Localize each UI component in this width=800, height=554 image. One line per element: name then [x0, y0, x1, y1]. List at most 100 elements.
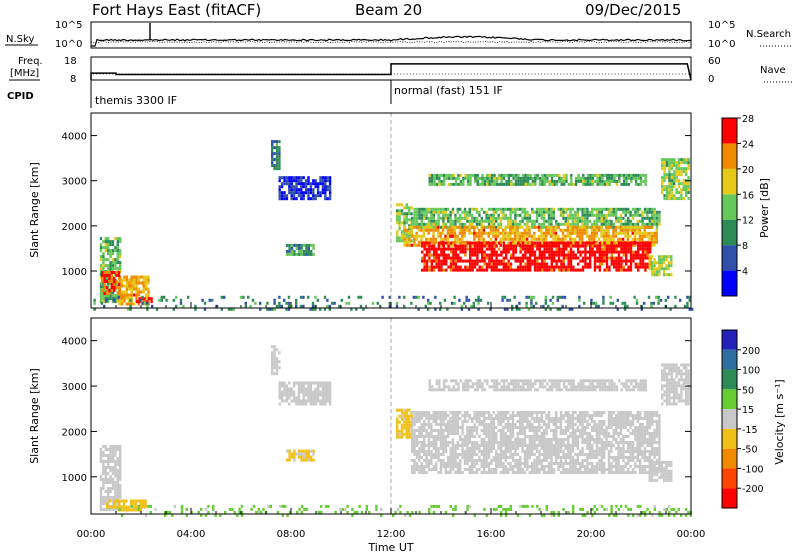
data-cell: [490, 173, 494, 177]
data-cell: [297, 182, 301, 186]
data-cell: [427, 417, 431, 420]
data-cell: [439, 210, 443, 214]
data-cell: [517, 182, 520, 186]
data-cell: [478, 244, 481, 248]
data-cell: [487, 453, 491, 456]
data-cell: [116, 493, 119, 496]
data-cell: [299, 295, 303, 299]
data-cell: [114, 300, 117, 304]
data-cell: [581, 459, 584, 462]
data-cell: [312, 390, 315, 394]
data-cell: [540, 426, 543, 429]
data-cell: [271, 354, 274, 358]
data-cell: [468, 414, 471, 417]
data-cell: [411, 438, 414, 441]
data-cell: [403, 228, 406, 232]
data-cell: [463, 441, 467, 444]
data-cell: [470, 304, 473, 308]
data-cell: [302, 396, 305, 400]
data-cell: [400, 236, 404, 240]
data-cell: [644, 256, 647, 260]
data-cell: [461, 237, 464, 241]
data-cell: [427, 450, 431, 453]
data-cell: [489, 225, 493, 229]
data-cell: [440, 247, 443, 251]
data-cell: [441, 237, 445, 241]
data-cell: [622, 182, 626, 186]
data-cell: [359, 304, 363, 308]
data-cell: [297, 176, 301, 180]
data-cell: [574, 182, 578, 186]
data-cell: [405, 206, 408, 210]
data-cell: [420, 411, 423, 414]
data-cell: [137, 275, 141, 279]
data-cell: [543, 468, 546, 471]
data-cell: [516, 462, 519, 465]
data-cell: [547, 213, 551, 217]
data-cell: [555, 250, 558, 254]
data-cell: [646, 241, 649, 245]
data-cell: [588, 438, 591, 441]
data-cell: [625, 253, 628, 257]
data-cell: [119, 237, 122, 241]
data-cell: [504, 225, 507, 229]
data-cell: [295, 399, 298, 403]
data-cell: [430, 432, 433, 435]
data-cell: [631, 243, 634, 247]
data-cell: [259, 301, 262, 305]
data-cell: [434, 240, 438, 244]
data-cell: [530, 301, 533, 305]
data-cell: [561, 304, 564, 308]
data-cell: [624, 231, 627, 235]
data-cell: [653, 213, 656, 217]
data-cell: [616, 307, 619, 311]
data-cell: [543, 438, 546, 441]
data-cell: [670, 273, 673, 277]
data-cell: [483, 241, 486, 245]
data-cell: [99, 246, 103, 250]
data-cell: [511, 237, 514, 241]
data-cell: [102, 258, 105, 262]
data-cell: [447, 426, 450, 429]
data-cell: [560, 268, 563, 272]
data-cell: [533, 234, 536, 238]
data-cell: [442, 450, 445, 453]
data-cell: [655, 295, 658, 299]
freq-unit-label: [MHz]: [10, 68, 39, 79]
data-cell: [307, 387, 310, 391]
data-cell: [114, 258, 117, 262]
data-cell: [411, 426, 414, 429]
data-cell: [421, 259, 424, 263]
data-cell: [144, 505, 147, 509]
data-cell: [543, 259, 546, 263]
data-cell: [429, 225, 433, 229]
data-cell: [119, 490, 122, 493]
data-cell: [595, 216, 599, 220]
data-cell: [466, 447, 469, 450]
data-cell: [120, 278, 124, 282]
data-cell: [511, 420, 515, 423]
data-cell: [129, 307, 132, 311]
data-cell: [454, 253, 457, 257]
data-cell: [413, 432, 416, 435]
data-cell: [112, 298, 115, 302]
data-cell: [588, 213, 591, 217]
data-cell: [463, 468, 467, 471]
data-cell: [440, 250, 443, 254]
data-cell: [232, 307, 235, 311]
data-cell: [113, 505, 116, 509]
data-cell: [519, 444, 522, 447]
data-cell: [581, 435, 584, 438]
data-cell: [517, 256, 520, 260]
data-cell: [446, 231, 450, 235]
data-cell: [485, 262, 489, 266]
data-cell: [590, 228, 594, 232]
data-cell: [632, 259, 635, 263]
data-cell: [562, 256, 565, 260]
data-cell: [601, 182, 604, 186]
data-cell: [498, 182, 501, 186]
data-cell: [119, 487, 122, 490]
data-cell: [101, 289, 104, 292]
data-cell: [579, 417, 582, 420]
data-cell: [555, 453, 558, 456]
